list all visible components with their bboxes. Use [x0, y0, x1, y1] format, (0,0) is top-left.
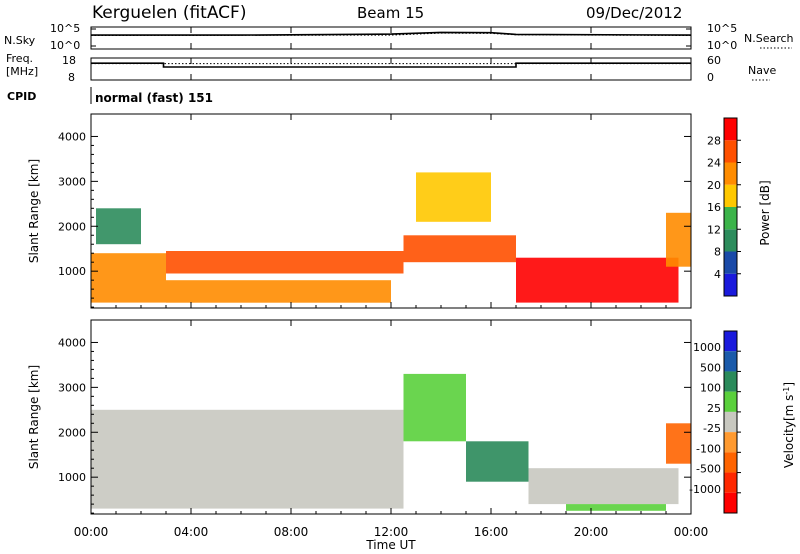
- power-colorbar-tick-label-4: 20: [707, 179, 721, 192]
- velocity-colorbar-label-close: ]: [782, 382, 796, 387]
- velocity-colorbar-label-main: Velocity: [782, 421, 796, 468]
- power-region-0: [91, 253, 166, 303]
- velocity-colorbar-swatch-5: [724, 432, 737, 453]
- velocity-region-4: [566, 504, 666, 511]
- power-colorbar-swatch-5: [724, 162, 737, 185]
- power-region-4: [403, 235, 516, 263]
- x-axis-label: Time UT: [365, 538, 416, 552]
- power-colorbar-swatch-1: [724, 251, 737, 274]
- velocity-region-0: [91, 409, 404, 509]
- velocity-ytick-label-2: 3000: [58, 381, 86, 394]
- beam-title: Beam 15: [357, 4, 424, 22]
- velocity-colorbar-tick-label-6: -500: [696, 463, 721, 476]
- power-region-2: [166, 251, 404, 274]
- velocity-colorbar-swatch-1: [724, 351, 737, 372]
- velocity-colorbar-label-sup: -1: [782, 387, 791, 395]
- velocity-region-2: [466, 441, 529, 482]
- noise-right-label: N.Search: [744, 32, 794, 45]
- velocity-colorbar-swatch-2: [724, 371, 737, 392]
- noise-left-label: N.Sky: [4, 34, 36, 47]
- velocity-colorbar-swatch-4: [724, 411, 737, 433]
- velocity-colorbar-frame: [723, 330, 738, 514]
- noise-right-tick-high: 10^5: [707, 22, 737, 35]
- velocity-region-3: [528, 468, 679, 505]
- power-ytick-label-3: 4000: [58, 130, 86, 143]
- power-colorbar-label: Power [dB]: [758, 180, 772, 245]
- station-title: Kerguelen (fitACF): [92, 3, 246, 23]
- noise-right-tick-low: 10^0: [707, 39, 737, 52]
- velocity-ylabel: Slant Range [km]: [27, 365, 41, 469]
- velocity-colorbar-swatch-0: [724, 331, 737, 352]
- velocity-colorbar-tick-label-7: -1000: [689, 483, 721, 496]
- freq-left-tick-low: 8: [68, 71, 75, 84]
- x-tick-label-3: 12:00: [374, 525, 409, 539]
- velocity-colorbar-tick-label-4: -25: [703, 422, 721, 435]
- date-title: 09/Dec/2012: [586, 4, 682, 22]
- freq-left-label-1: Freq.: [6, 52, 33, 65]
- velocity-panel: 1000 2000 3000 4000 Slant Range [km]: [27, 319, 692, 515]
- velocity-region-5: [666, 423, 691, 464]
- noise-left-tick-high: 10^5: [50, 22, 80, 35]
- velocity-colorbar: 1000 500 100 25 -25 -100 -500 -1000 Velocity[m …: [689, 330, 796, 514]
- power-ytick-label-1: 2000: [58, 220, 86, 233]
- x-tick-label-1: 04:00: [174, 525, 209, 539]
- power-ytick-label-0: 1000: [58, 265, 86, 278]
- power-region-5: [416, 172, 491, 222]
- power-colorbar: 4 8 12 16 20 24 28 Power [dB]: [707, 117, 772, 297]
- power-colorbar-swatch-3: [724, 207, 737, 230]
- velocity-ytick-label-1: 2000: [58, 426, 86, 439]
- power-region-1: [96, 208, 141, 245]
- power-ylabel: Slant Range [km]: [27, 159, 41, 263]
- velocity-region-1: [403, 373, 466, 442]
- velocity-colorbar-swatch-7: [724, 472, 737, 493]
- power-region-7: [666, 212, 691, 267]
- freq-right-tick-high: 60: [707, 54, 721, 67]
- power-colorbar-tick-label-5: 24: [707, 157, 721, 170]
- power-region-3: [166, 280, 391, 303]
- power-colorbar-tick-label-0: 4: [714, 268, 721, 281]
- cpid-value: normal (fast) 151: [95, 91, 213, 105]
- power-colorbar-swatch-4: [724, 184, 737, 207]
- velocity-colorbar-label-unit: [m s: [782, 395, 796, 421]
- velocity-colorbar-tick-label-3: 25: [707, 402, 721, 415]
- x-tick-label-0: 00:00: [74, 525, 109, 539]
- freq-right-tick-low: 0: [707, 71, 714, 84]
- velocity-colorbar-swatch-6: [724, 452, 737, 473]
- freq-left-label-2: [MHz]: [6, 65, 38, 78]
- velocity-colorbar-swatch-8: [724, 492, 737, 513]
- power-region-6: [516, 257, 679, 303]
- cpid-label: CPID: [7, 90, 36, 103]
- frequency-panel: Freq. [MHz] 18 8 60 0 Nave: [6, 52, 776, 84]
- nave-right-label: Nave: [748, 64, 776, 77]
- velocity-colorbar-swatch-3: [724, 391, 737, 412]
- noise-series-n-search: [90, 32, 692, 36]
- velocity-colorbar-tick-label-5: -100: [696, 442, 721, 455]
- x-tick-label-2: 08:00: [274, 525, 309, 539]
- power-panel: 1000 2000 3000 4000 Slant Range [km]: [27, 113, 692, 309]
- velocity-colorbar-tick-label-0: 1000: [693, 341, 721, 354]
- velocity-ytick-label-3: 4000: [58, 336, 86, 349]
- power-colorbar-tick-label-1: 8: [714, 246, 721, 259]
- freq-left-tick-high: 18: [62, 54, 76, 67]
- noise-left-tick-low: 10^0: [50, 39, 80, 52]
- power-colorbar-tick-label-3: 16: [707, 201, 721, 214]
- velocity-colorbar-label: Velocity[m s-1]: [782, 382, 796, 468]
- velocity-ytick-label-0: 1000: [58, 471, 86, 484]
- noise-series-n-sky: [91, 31, 692, 36]
- power-colorbar-tick-label-2: 12: [707, 223, 721, 236]
- power-colorbar-swatch-0: [724, 273, 737, 296]
- x-tick-label-5: 20:00: [574, 525, 609, 539]
- x-tick-label-4: 16:00: [474, 525, 509, 539]
- x-tick-label-6: 00:00: [674, 525, 709, 539]
- power-colorbar-tick-label-6: 28: [707, 134, 721, 147]
- power-colorbar-swatch-2: [724, 229, 737, 252]
- power-ytick-label-2: 3000: [58, 175, 86, 188]
- velocity-colorbar-tick-label-2: 100: [700, 382, 721, 395]
- noise-panel: N.Sky 10^5 10^0 10^5 10^0 N.Search: [4, 22, 794, 52]
- velocity-colorbar-tick-label-1: 500: [700, 361, 721, 374]
- power-colorbar-swatch-7: [724, 118, 737, 141]
- power-colorbar-swatch-6: [724, 140, 737, 163]
